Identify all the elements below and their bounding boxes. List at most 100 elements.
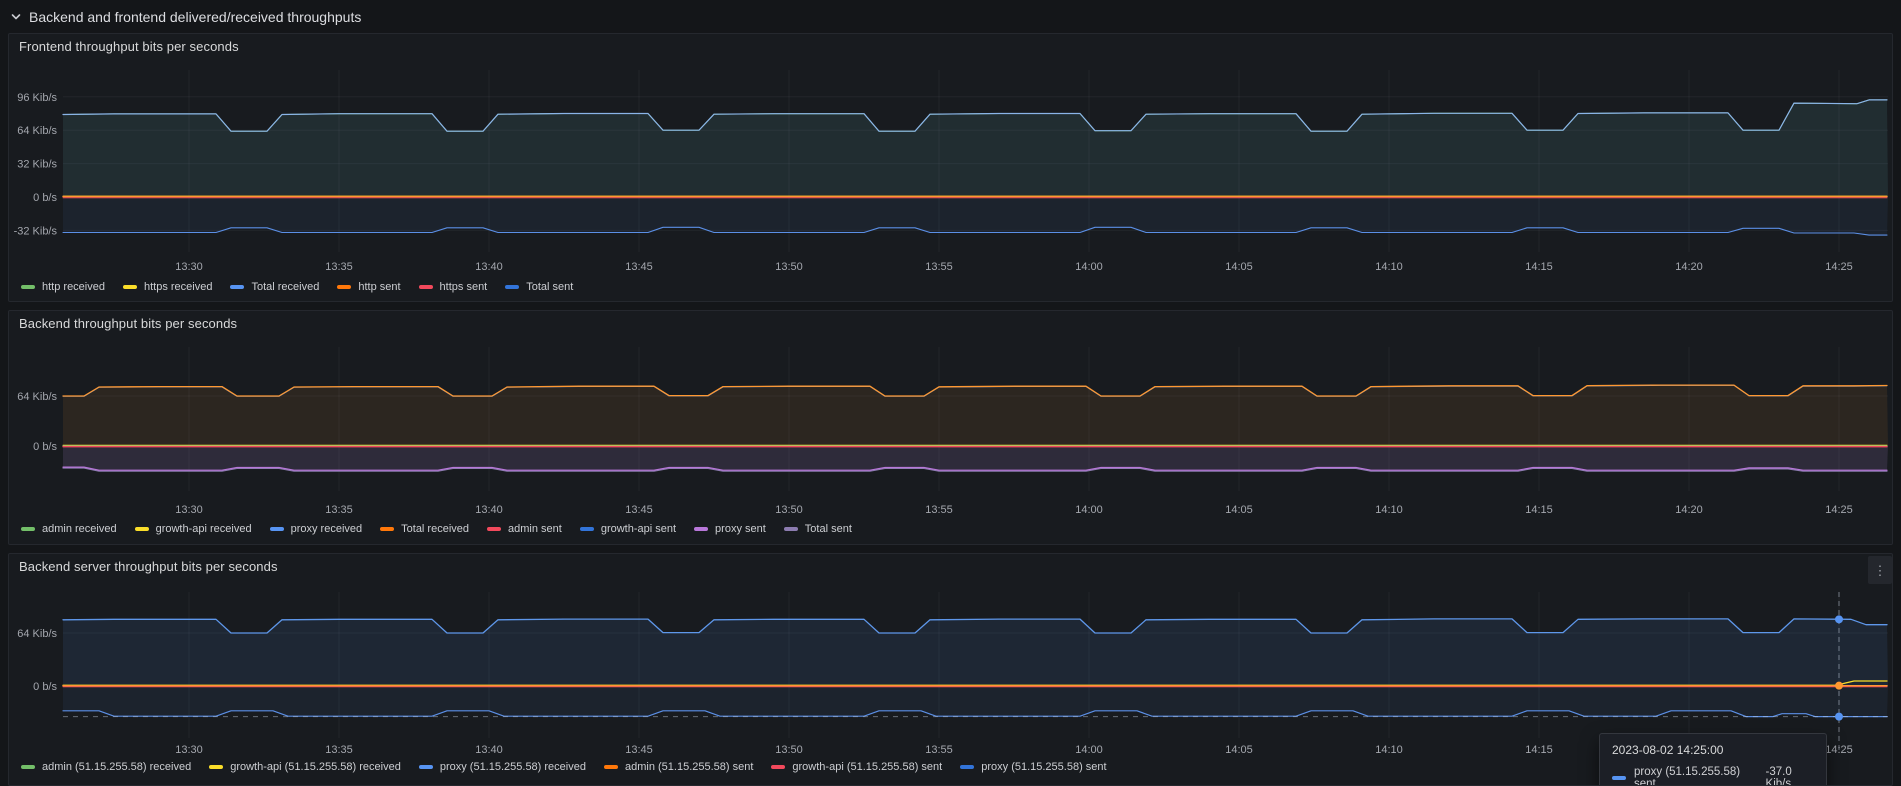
legend-label: Total received — [251, 281, 320, 293]
row-collapse-header[interactable]: Backend and frontend delivered/received … — [0, 0, 1901, 33]
legend-label: admin sent — [508, 523, 562, 535]
y-tick-label: 64 Kib/s — [17, 628, 57, 640]
legend-item[interactable]: growth-api received — [134, 523, 252, 535]
legend-swatch — [771, 765, 786, 769]
legend-item[interactable]: admin (51.15.255.58) sent — [603, 761, 754, 773]
legend-swatch — [209, 765, 224, 769]
legend-item[interactable]: admin sent — [487, 523, 562, 535]
legend-item[interactable]: growth-api (51.15.255.58) sent — [771, 761, 942, 773]
chart-legend: admin received growth-api received proxy r… — [21, 523, 852, 535]
x-tick-label: 13:35 — [325, 504, 353, 516]
legend-item[interactable]: growth-api sent — [579, 523, 677, 535]
x-tick-label: 13:35 — [325, 261, 353, 273]
series-fill-proxy_received — [63, 618, 1888, 686]
legend-swatch — [21, 765, 35, 769]
panel-frontend-throughput: Frontend throughput bits per seconds 96 … — [8, 33, 1893, 302]
legend-item[interactable]: http sent — [337, 281, 401, 293]
legend-item[interactable]: Total sent — [783, 523, 852, 535]
x-tick-label: 13:40 — [475, 261, 503, 273]
y-tick-label: 0 b/s — [33, 441, 57, 453]
chart-canvas[interactable]: 64 Kib/s 0 b/s 13:30 13:35 13:40 13:45 13:50 13… — [9, 554, 1892, 785]
legend-label: proxy received — [290, 523, 363, 535]
series-line-proxy_sent — [62, 466, 1888, 471]
hover-tooltip: 2023-08-02 14:25:00 proxy (51.15.255.58)… — [1599, 733, 1827, 786]
x-tick-label: 14:20 — [1675, 504, 1703, 516]
legend-swatch — [418, 285, 433, 289]
legend-item[interactable]: growth-api (51.15.255.58) received — [209, 761, 401, 773]
y-tick-label: 64 Kib/s — [17, 391, 57, 403]
chevron-down-icon — [11, 13, 21, 19]
legend-item[interactable]: proxy received — [269, 523, 363, 535]
x-tick-label: 13:40 — [475, 504, 503, 516]
legend-swatch — [21, 285, 35, 289]
legend-item[interactable]: https sent — [418, 281, 488, 293]
legend-item[interactable]: http received — [21, 281, 105, 293]
x-tick-label: 13:55 — [925, 504, 953, 516]
legend-swatch — [122, 285, 137, 289]
chart-canvas[interactable]: 64 Kib/s 0 b/s 13:30 13:35 13:40 13:45 13:50 13… — [9, 311, 1892, 544]
section-title: Backend and frontend delivered/received … — [29, 8, 362, 25]
tooltip-series-label: proxy (51.15.255.58) sent — [1634, 766, 1741, 786]
legend-item[interactable]: Total received — [230, 281, 319, 293]
legend-item[interactable]: proxy sent — [694, 523, 766, 535]
y-tick-label: 0 b/s — [33, 192, 57, 204]
panel-title: Backend server throughput bits per secon… — [19, 559, 278, 574]
tooltip-timestamp: 2023-08-02 14:25:00 — [1612, 743, 1724, 757]
x-tick-label: 14:00 — [1075, 261, 1103, 273]
x-tick-label: 13:45 — [625, 261, 653, 273]
legend-label: http received — [42, 281, 105, 293]
x-tick-label: 14:05 — [1225, 261, 1253, 273]
x-tick-label: 14:20 — [1675, 261, 1703, 273]
x-tick-label: 14:10 — [1375, 744, 1403, 756]
legend-label: proxy (51.15.255.58) sent — [981, 761, 1107, 773]
legend-item[interactable]: proxy (51.15.255.58) sent — [960, 761, 1107, 773]
legend-item[interactable]: proxy (51.15.255.58) received — [418, 761, 586, 773]
x-tick-label: 13:50 — [775, 261, 803, 273]
legend-label: growth-api sent — [600, 523, 677, 535]
legend-item[interactable]: admin (51.15.255.58) received — [21, 761, 191, 773]
legend-swatch — [783, 527, 798, 531]
x-tick-label: 14:10 — [1375, 261, 1403, 273]
legend-label: https sent — [439, 281, 488, 293]
x-tick-label: 14:00 — [1075, 744, 1103, 756]
legend-label: growth-api (51.15.255.58) sent — [792, 761, 943, 773]
x-tick-label: 13:55 — [925, 261, 953, 273]
legend-swatch — [694, 527, 709, 531]
x-tick-label: 14:25 — [1825, 261, 1853, 273]
hover-point — [1835, 681, 1843, 690]
legend-label: https received — [143, 281, 213, 293]
legend-swatch — [269, 527, 284, 531]
series-line-proxy_received — [62, 618, 1888, 634]
panel-title: Frontend throughput bits per seconds — [19, 39, 239, 54]
legend-swatch — [960, 765, 975, 769]
legend-item[interactable]: Total sent — [505, 281, 573, 293]
legend-swatch — [579, 527, 594, 531]
legend-label: Total received — [401, 523, 470, 535]
legend-swatch — [21, 527, 35, 531]
x-tick-label: 14:25 — [1825, 504, 1853, 516]
x-tick-label: 13:50 — [775, 504, 803, 516]
x-tick-label: 13:35 — [325, 744, 353, 756]
legend-item[interactable]: admin received — [21, 523, 117, 535]
chart-canvas[interactable]: 96 Kib/s 64 Kib/s 32 Kib/s 0 b/s -32 Kib/s 13… — [9, 34, 1892, 301]
series-line-total_sent — [62, 467, 1888, 472]
series-line-total_received — [62, 99, 1888, 132]
legend-label: growth-api (51.15.255.58) received — [230, 761, 401, 773]
y-tick-label: 32 Kib/s — [17, 159, 57, 171]
panel-backend-throughput: Backend throughput bits per seconds 64 K… — [8, 310, 1893, 545]
series-fill-total_received — [63, 99, 1888, 197]
legend-item[interactable]: https received — [122, 281, 213, 293]
legend-label: Total sent — [804, 523, 852, 535]
legend-swatch — [418, 765, 433, 769]
panel-backend-server-throughput: Backend server throughput bits per secon… — [8, 553, 1893, 786]
y-tick-label: 0 b/s — [33, 681, 57, 693]
legend-label: admin (51.15.255.58) sent — [624, 761, 754, 773]
panel-menu-kebab-icon[interactable]: ⋮ — [1868, 556, 1892, 584]
legend-item[interactable]: Total received — [380, 523, 469, 535]
x-tick-label: 13:45 — [625, 504, 653, 516]
x-tick-label: 14:05 — [1225, 744, 1253, 756]
x-tick-label: 14:15 — [1525, 261, 1553, 273]
legend-swatch — [337, 285, 352, 289]
legend-label: growth-api received — [155, 523, 252, 535]
series-line-total_sent — [62, 226, 1888, 236]
